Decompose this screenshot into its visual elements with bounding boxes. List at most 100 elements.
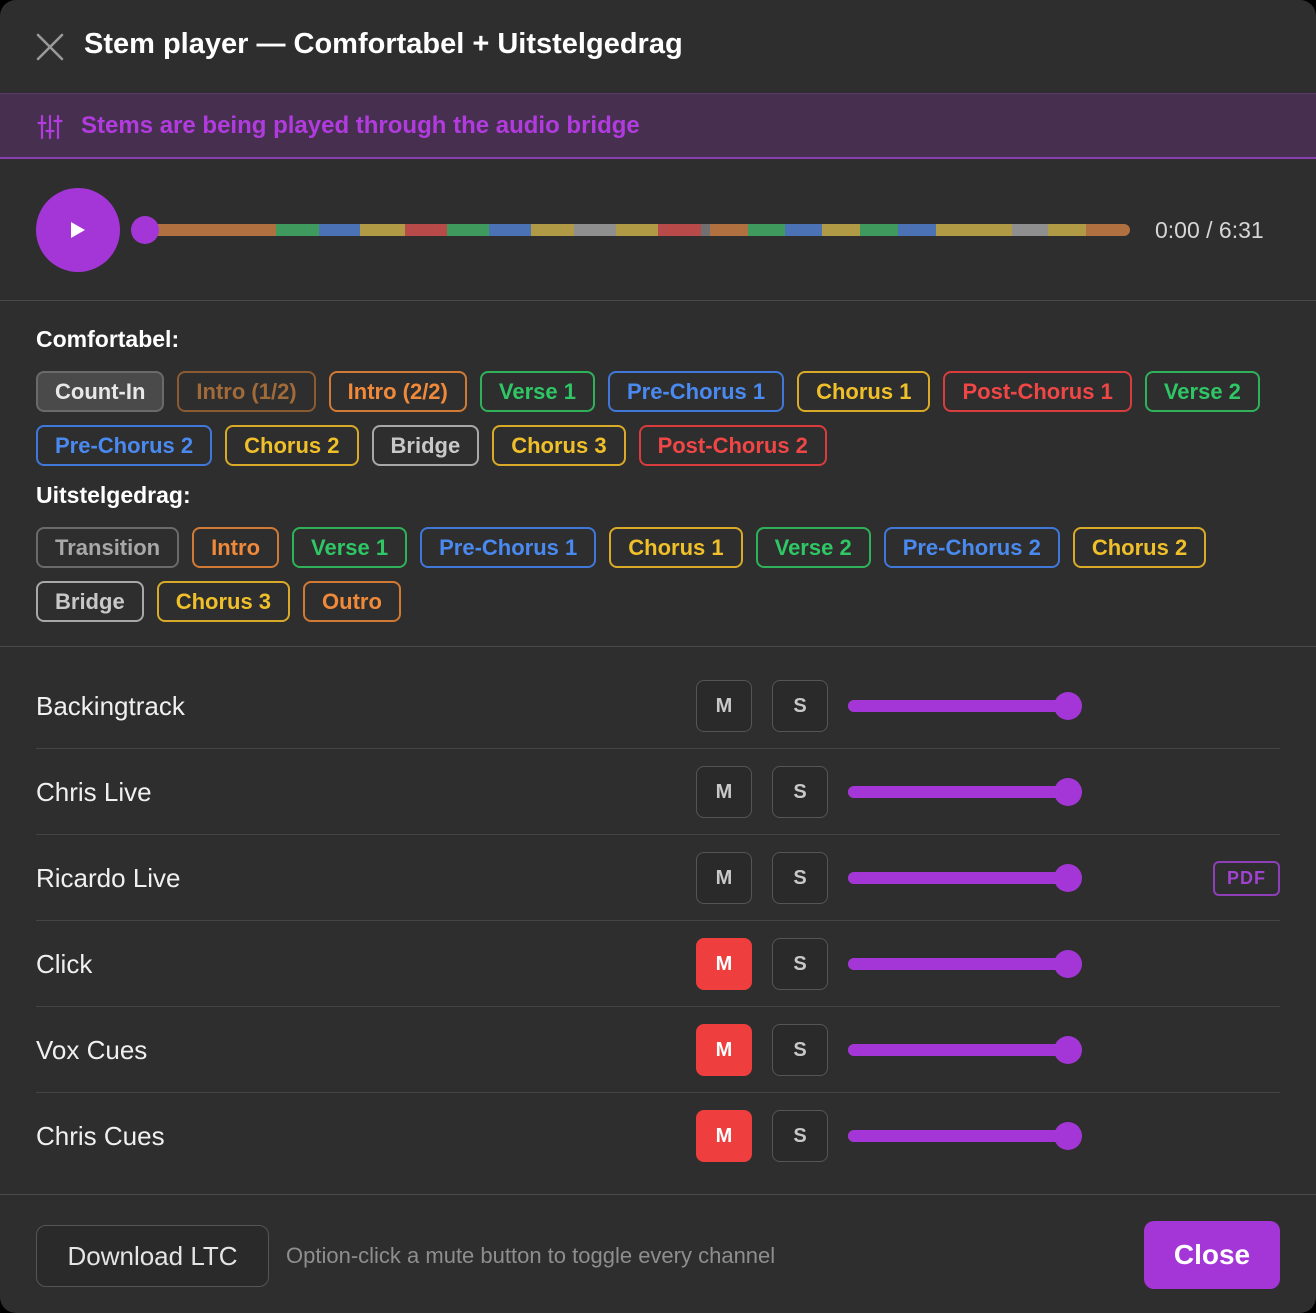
mute-hint: Option-click a mute button to toggle eve… (286, 1243, 776, 1268)
timeline-segment[interactable] (1011, 224, 1048, 236)
volume-slider-thumb[interactable] (1053, 950, 1082, 978)
section-timeline[interactable] (144, 224, 1130, 236)
volume-slider[interactable] (848, 864, 1082, 892)
solo-button[interactable]: S (772, 938, 828, 990)
section-chip[interactable]: Post-Chorus 1 (943, 371, 1132, 412)
section-chip[interactable]: Bridge (36, 581, 144, 622)
pdf-button[interactable]: PDF (1213, 861, 1280, 896)
volume-slider-fill (848, 786, 1068, 798)
download-ltc-button[interactable]: Download LTC (36, 1225, 269, 1287)
timeline-segment[interactable] (710, 224, 749, 236)
volume-slider-thumb[interactable] (1053, 1122, 1082, 1150)
audio-bridge-banner: Stems are being played through the audio… (0, 93, 1316, 159)
song-sections: Comfortabel: Count-In Intro (1/2) Intro (2… (0, 302, 1316, 647)
timeline-segment[interactable] (404, 224, 447, 236)
section-chip[interactable]: Chorus 2 (1072, 527, 1207, 568)
close-icon[interactable] (35, 32, 65, 62)
timeline-segment[interactable] (1085, 224, 1130, 236)
section-chip[interactable]: Pre-Chorus 1 (420, 527, 597, 568)
section-chip[interactable]: Chorus 1 (797, 371, 931, 412)
volume-slider-thumb[interactable] (1053, 692, 1082, 720)
stem-tracks: Backingtrack M S Chris Live M S Ricardo Live M S… (0, 663, 1316, 1193)
volume-slider-fill (848, 700, 1068, 712)
timeline-segment[interactable] (530, 224, 574, 236)
mute-button[interactable]: M (696, 938, 752, 990)
playhead-handle[interactable] (131, 216, 159, 244)
play-button[interactable] (36, 188, 120, 272)
section-chip[interactable]: Chorus 3 (492, 425, 626, 466)
timeline-segment[interactable] (615, 224, 659, 236)
solo-button[interactable]: S (772, 1110, 828, 1162)
section-chip[interactable]: Verse 2 (755, 527, 871, 568)
volume-slider[interactable] (848, 1122, 1082, 1150)
dialog-title: Stem player — Comfortabel + Uitstelgedra… (84, 28, 683, 60)
timeline-segment[interactable] (1047, 224, 1086, 236)
solo-button[interactable]: S (772, 680, 828, 732)
section-chip[interactable]: Transition (36, 527, 180, 568)
timeline-segment[interactable] (276, 224, 320, 236)
track-name: Chris Live (36, 777, 152, 807)
section-chip[interactable]: Intro (1/2) (177, 371, 316, 412)
timeline-segment[interactable] (785, 224, 823, 236)
track-name: Click (36, 949, 93, 979)
track-name: Chris Cues (36, 1121, 165, 1151)
timeline-segment[interactable] (748, 224, 786, 236)
volume-slider[interactable] (848, 1036, 1082, 1064)
volume-slider-fill (848, 1130, 1068, 1142)
section-chip[interactable]: Verse 2 (1144, 371, 1260, 412)
transport-bar: 0:00 / 6:31 (0, 160, 1316, 301)
timeline-segment[interactable] (573, 224, 616, 236)
section-chip[interactable]: Pre-Chorus 1 (607, 371, 785, 412)
track-row: Click M S (36, 921, 1280, 1007)
solo-button[interactable]: S (772, 852, 828, 904)
sliders-icon (37, 114, 63, 140)
section-chip[interactable]: Chorus 1 (609, 527, 743, 568)
timeline-segment[interactable] (658, 224, 702, 236)
mute-button[interactable]: M (696, 1110, 752, 1162)
volume-slider-thumb[interactable] (1053, 778, 1082, 806)
section-chip[interactable]: Chorus 3 (156, 581, 291, 622)
track-row: Backingtrack M S (36, 663, 1280, 749)
track-name: Backingtrack (36, 691, 185, 721)
volume-slider-fill (848, 872, 1068, 884)
timeline-segment[interactable] (822, 224, 861, 236)
timeline-segment[interactable] (897, 224, 936, 236)
section-chip[interactable]: Count-In (36, 371, 165, 412)
solo-button[interactable]: S (772, 766, 828, 818)
dialog-footer: Download LTC Option-click a mute button … (0, 1194, 1316, 1313)
section-chip[interactable]: Outro (303, 581, 401, 622)
section-chip[interactable]: Pre-Chorus 2 (883, 527, 1060, 568)
timeline-segment[interactable] (319, 224, 361, 236)
section-chip[interactable]: Pre-Chorus 2 (36, 425, 213, 466)
song-label-comfortabel: Comfortabel: (36, 326, 180, 352)
close-button[interactable]: Close (1144, 1221, 1280, 1289)
volume-slider[interactable] (848, 950, 1082, 978)
section-chip[interactable]: Intro (192, 527, 280, 568)
mute-button[interactable]: M (696, 1024, 752, 1076)
mute-button[interactable]: M (696, 852, 752, 904)
volume-slider-thumb[interactable] (1053, 1036, 1082, 1064)
solo-button[interactable]: S (772, 1024, 828, 1076)
volume-slider[interactable] (848, 778, 1082, 806)
section-chip[interactable]: Intro (2/2) (328, 371, 467, 412)
timeline-segment[interactable] (860, 224, 898, 236)
banner-text: Stems are being played through the audio… (81, 112, 640, 139)
timeline-segment[interactable] (488, 224, 531, 236)
section-chip[interactable]: Bridge (371, 425, 480, 466)
timeline-segment[interactable] (144, 224, 277, 236)
mute-button[interactable]: M (696, 766, 752, 818)
section-chip[interactable]: Chorus 2 (225, 425, 359, 466)
section-chip[interactable]: Post-Chorus 2 (638, 425, 827, 466)
section-chips-comfortabel: Count-In Intro (1/2) Intro (2/2) Verse 1 Pre… (36, 371, 1286, 466)
section-chip[interactable]: Verse 1 (479, 371, 595, 412)
timeline-segment[interactable] (701, 224, 711, 236)
timeline-segment[interactable] (360, 224, 405, 236)
volume-slider-fill (848, 958, 1068, 970)
song-label-uitstelgedrag: Uitstelgedrag: (36, 482, 191, 508)
timeline-segment[interactable] (446, 224, 489, 236)
volume-slider[interactable] (848, 692, 1082, 720)
timeline-segment[interactable] (935, 224, 1012, 236)
volume-slider-thumb[interactable] (1053, 864, 1082, 892)
mute-button[interactable]: M (696, 680, 752, 732)
section-chip[interactable]: Verse 1 (292, 527, 408, 568)
